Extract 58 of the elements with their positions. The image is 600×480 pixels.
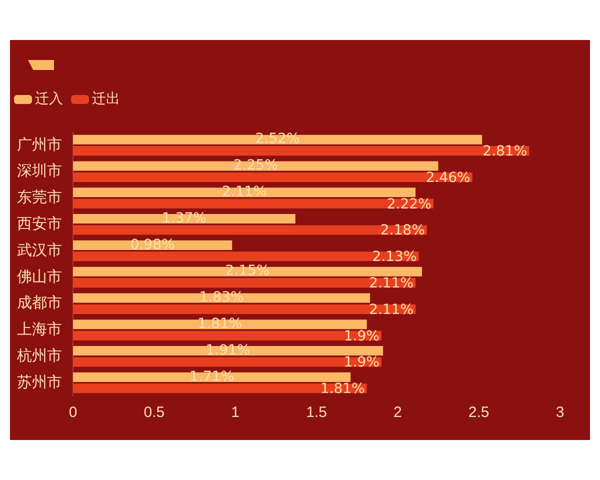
bar [73, 320, 367, 330]
bar [73, 225, 427, 235]
legend-label: 迁出 [91, 90, 120, 108]
data-label: 1.9% [344, 328, 380, 344]
x-tick-label: 3 [556, 404, 564, 422]
y-tick-label: 西安市 [17, 216, 62, 233]
y-tick-label: 苏州市 [17, 374, 62, 391]
data-label: 2.25% [233, 158, 278, 174]
data-label: 1.81% [198, 316, 242, 332]
data-label: 2.11% [222, 184, 267, 200]
data-label: 1.83% [199, 290, 244, 306]
bar [73, 372, 351, 382]
data-label: 2.11% [369, 275, 414, 292]
x-tick-label: 0 [68, 404, 78, 422]
y-tick-label: 东莞市 [17, 189, 62, 206]
data-label: 1.91% [206, 342, 250, 358]
y-tick-label: 广州市 [17, 136, 62, 154]
data-label: 2.52% [255, 131, 300, 148]
bar [73, 293, 370, 303]
x-tick-label: 2 [393, 404, 402, 422]
data-label: 2.81% [482, 143, 528, 160]
bar [73, 346, 384, 356]
data-label: 0.98% [130, 236, 175, 253]
bar [73, 146, 530, 156]
data-label: 1.71% [190, 368, 234, 385]
data-label: 2.15% [225, 263, 270, 280]
bar [73, 304, 416, 314]
data-label: 2.11% [369, 302, 414, 318]
bar [73, 278, 416, 288]
x-tick-label: 0.5 [144, 404, 165, 422]
data-label: 2.46% [426, 170, 470, 186]
bar [73, 330, 382, 340]
y-tick-label: 成都市 [17, 294, 62, 312]
bar [73, 252, 419, 262]
data-label: 2.13% [372, 249, 417, 266]
data-label: 1.81% [320, 381, 365, 398]
x-tick-label: 1 [231, 404, 240, 422]
bar [73, 266, 422, 276]
x-tick-label: 2.5 [468, 404, 490, 422]
data-label: 2.22% [386, 196, 432, 212]
bar [73, 188, 416, 198]
bar [73, 357, 382, 367]
bar [73, 134, 482, 144]
y-tick-label: 佛山市 [17, 268, 62, 286]
bar [73, 161, 438, 171]
x-tick-label: 1.5 [306, 404, 327, 422]
bar [73, 214, 296, 224]
data-label: 1.37% [162, 210, 206, 226]
y-tick-label: 上海市 [17, 321, 62, 338]
y-tick-label: 杭州市 [16, 348, 62, 365]
data-label: 1.9% [344, 354, 380, 371]
bar [73, 384, 367, 394]
y-tick-label: 武汉市 [17, 242, 62, 259]
bar [73, 198, 434, 208]
legend-label: 迁入 [34, 90, 63, 108]
y-tick-label: 深圳市 [17, 162, 62, 180]
bar [73, 172, 472, 182]
data-label: 2.18% [380, 222, 425, 239]
